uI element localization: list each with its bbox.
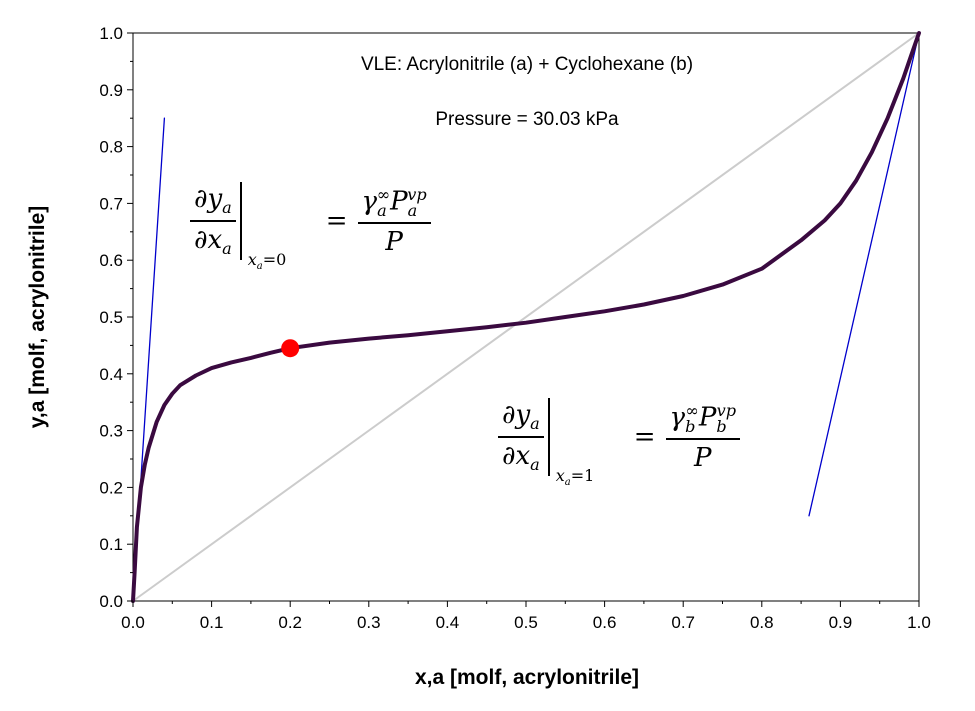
equals-sign: =	[325, 206, 348, 236]
x-tick-label: 0.0	[121, 613, 145, 632]
x-tick-label: 0.6	[593, 613, 617, 632]
x-tick-label: 0.8	[750, 613, 774, 632]
slope-equation-xa-1: ∂ya ∂xa xa=1 = γb∞Pbvp P	[490, 392, 755, 490]
y-tick-label: 0.3	[99, 422, 123, 441]
lhs-fraction: ∂ya ∂xa	[190, 184, 236, 258]
y-axis-title: y,a [molf, acrylonitrile]	[26, 206, 49, 429]
rhs-gamma-sub: b	[685, 416, 696, 436]
x-tick-label: 0.3	[357, 613, 381, 632]
y-tick-label: 1.0	[99, 24, 123, 43]
y-tick-label: 0.6	[99, 251, 123, 270]
lhs-fraction: ∂ya ∂xa	[498, 400, 544, 474]
x-tick-label: 1.0	[907, 613, 931, 632]
lhs-denominator: ∂x	[194, 225, 223, 255]
y-tick-label: 0.8	[99, 138, 123, 157]
lhs-numerator-sub: a	[222, 198, 232, 217]
rhs-gamma: γ	[361, 186, 378, 217]
rhs-pressure: P	[390, 186, 408, 217]
lhs-numerator: ∂y	[502, 399, 531, 430]
eval-var: x	[247, 249, 257, 269]
lhs-denominator-sub: a	[222, 239, 232, 259]
y-tick-label: 0.4	[99, 365, 123, 384]
x-tick-label: 0.7	[671, 613, 695, 632]
y-tick-label: 0.1	[99, 535, 123, 554]
y-tick-label: 0.5	[99, 308, 123, 327]
x-tick-label: 0.4	[436, 613, 460, 632]
series-diagonal	[132, 32, 920, 602]
lhs-numerator: ∂y	[194, 183, 223, 214]
rhs-pressure: P	[698, 402, 717, 433]
eval-value: =0	[262, 249, 287, 269]
rhs-pressure-sub: b	[716, 416, 727, 436]
highlight-point	[281, 339, 300, 358]
rhs-pressure-sup: vp	[716, 400, 737, 420]
rhs-pressure-sup: vp	[407, 184, 427, 204]
lhs-denominator: ∂x	[502, 441, 531, 471]
series-layer	[131, 31, 921, 603]
y-tick-label: 0.0	[99, 592, 123, 611]
eval-var-sub: a	[256, 261, 263, 272]
evaluation-bar: xa=1	[547, 398, 594, 488]
rhs-gamma-sup: ∞	[685, 400, 699, 420]
equals-sign: =	[633, 422, 656, 452]
rhs-gamma: γ	[669, 402, 686, 433]
chart-subtitle: Pressure = 30.03 kPa	[435, 109, 619, 130]
slope-equation-xa-0: ∂ya ∂xa xa=0 = γa∞Pavp P	[186, 178, 441, 272]
rhs-denominator: P	[385, 227, 403, 258]
evaluation-bar: xa=0	[239, 182, 286, 272]
x-tick-label: 0.5	[514, 613, 538, 632]
rhs-gamma-sub: a	[377, 200, 387, 220]
lhs-numerator-sub: a	[530, 414, 540, 433]
series-vle-curve	[131, 31, 921, 603]
x-tick-label: 0.2	[278, 613, 302, 632]
y-tick-label: 0.9	[99, 81, 123, 100]
chart-title: VLE: Acrylonitrile (a) + Cyclohexane (b)	[361, 54, 693, 75]
eval-value: =1	[570, 465, 595, 485]
rhs-fraction: γb∞Pbvp P	[665, 400, 741, 474]
ticks-layer: 0.0 0.1 0.2 0.3 0.4 0.5 0.6 0.7 0.8 0.9 1.0 0.0 0.1 0…	[99, 24, 930, 632]
rhs-denominator: P	[694, 443, 712, 474]
y-tick-label: 0.7	[99, 194, 123, 213]
x-tick-label: 0.9	[829, 613, 853, 632]
rhs-pressure-sub: a	[407, 200, 418, 220]
x-tick-label: 0.1	[200, 613, 224, 632]
rhs-fraction: γa∞Pavp P	[357, 184, 431, 258]
x-axis-title: x,a [molf, acrylonitrile]	[415, 666, 639, 689]
lhs-denominator-sub: a	[530, 455, 540, 475]
eval-var-sub: a	[564, 477, 571, 488]
y-tick-label: 0.2	[99, 478, 123, 497]
series-tangent-at-xa-1	[808, 32, 920, 517]
rhs-gamma-sup: ∞	[376, 184, 391, 204]
eval-var: x	[555, 465, 565, 485]
